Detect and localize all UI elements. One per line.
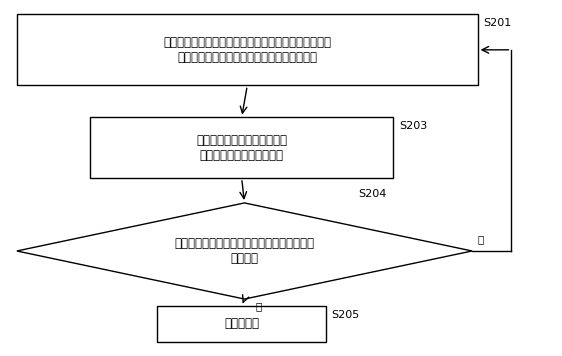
Text: 比较第一亮度值和第二亮度值，是否在第一阈
值范围内: 比较第一亮度值和第二亮度值，是否在第一阈 值范围内	[174, 237, 315, 265]
FancyBboxPatch shape	[17, 14, 478, 85]
Polygon shape	[17, 203, 472, 299]
Text: 否: 否	[256, 301, 262, 311]
Text: S205: S205	[332, 310, 360, 320]
FancyBboxPatch shape	[157, 306, 326, 342]
Text: 获取待显示画面的灰阶值、以
及灰阶值匹配的第二亮度值: 获取待显示画面的灰阶值、以 及灰阶值匹配的第二亮度值	[196, 134, 287, 162]
Text: 获取用于显示待显示画面的光束的第一亮度值，待显示
画面为在激光投影屏幕中显示的任意一个画面: 获取用于显示待显示画面的光束的第一亮度值，待显示 画面为在激光投影屏幕中显示的任…	[164, 36, 331, 64]
Text: S203: S203	[399, 121, 427, 131]
Text: S201: S201	[483, 18, 511, 28]
FancyBboxPatch shape	[90, 117, 393, 178]
Text: 关闭激光器: 关闭激光器	[224, 318, 259, 330]
Text: 是: 是	[478, 234, 484, 244]
Text: S204: S204	[359, 189, 387, 199]
